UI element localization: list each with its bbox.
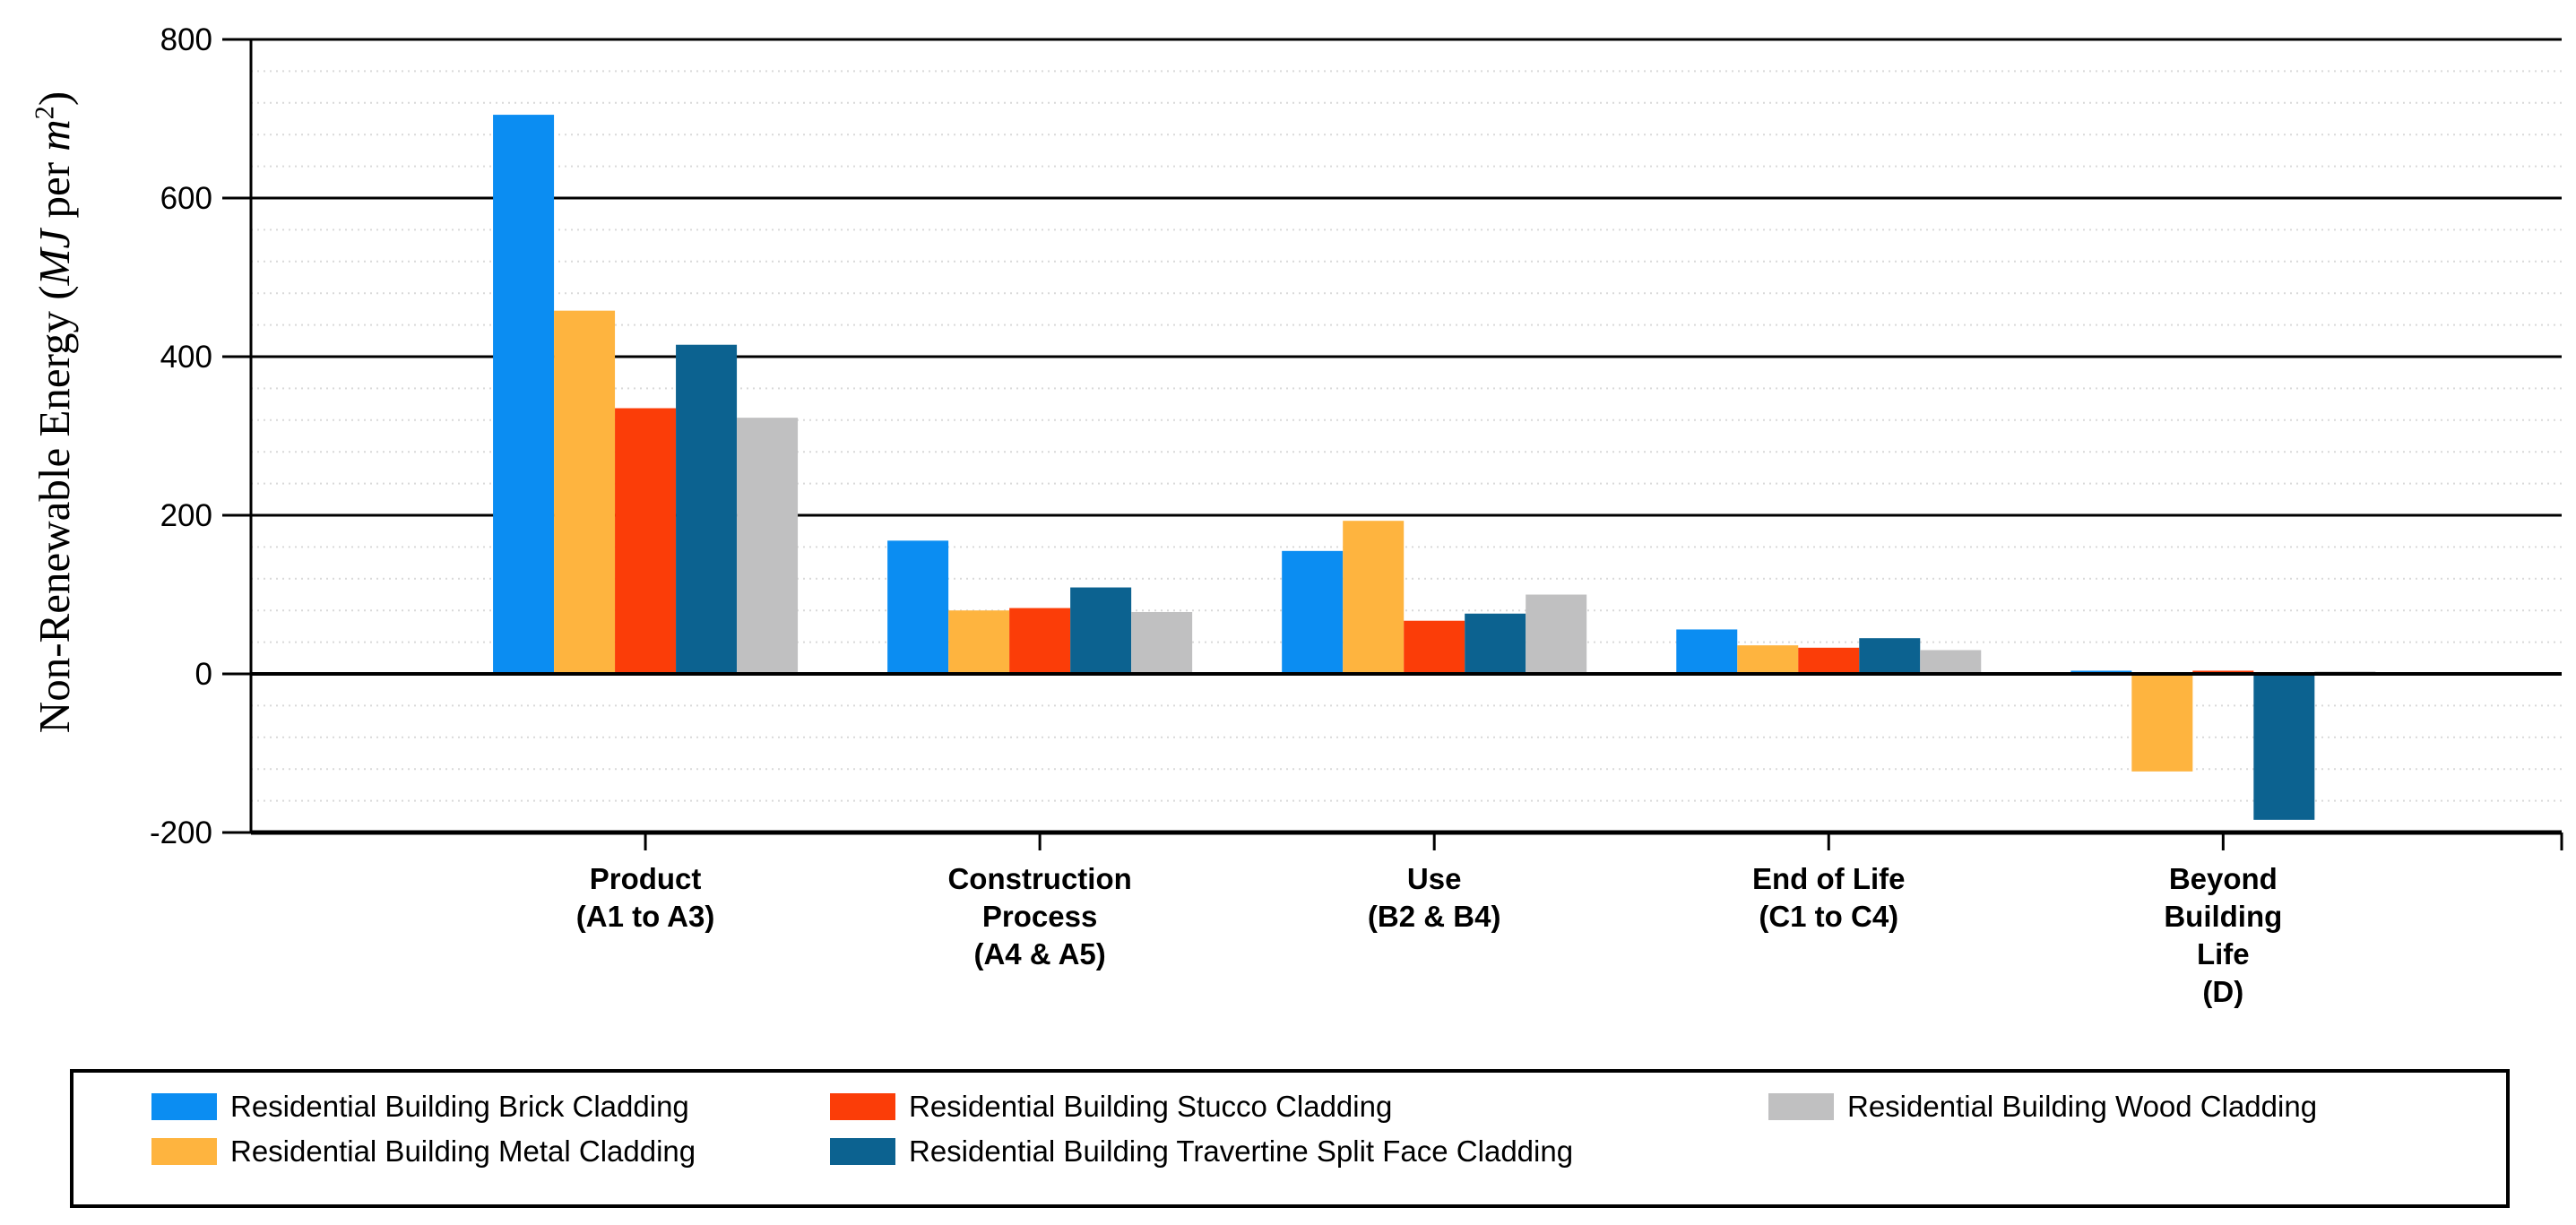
bar: [887, 540, 949, 674]
y-axis-title: Non-Renewable Energy (MJ per m2): [29, 0, 86, 860]
bar: [676, 344, 738, 674]
category-label: Use (B2 & B4): [1368, 862, 1501, 933]
bar: [1404, 620, 1465, 674]
legend-label-metal: Residential Building Metal Cladding: [230, 1134, 696, 1168]
legend-label-stucco: Residential Building Stucco Cladding: [909, 1090, 1393, 1123]
bar: [493, 115, 555, 674]
y-tick-label: 200: [160, 498, 212, 533]
bar: [1070, 587, 1132, 674]
bar: [1920, 650, 1982, 674]
y-tick-label: 400: [160, 340, 212, 375]
legend-label-travertine: Residential Building Travertine Split Fa…: [909, 1134, 1574, 1168]
legend-item-stucco: Residential Building Stucco Cladding: [830, 1091, 1392, 1122]
legend-item-travertine: Residential Building Travertine Split Fa…: [830, 1136, 1573, 1167]
bar: [737, 418, 799, 674]
bar: [948, 610, 1010, 674]
category-label: Product (A1 to A3): [576, 862, 715, 933]
bar: [1737, 645, 1799, 674]
y-tick-label: 600: [160, 181, 212, 216]
y-axis-title-m: m: [30, 119, 79, 151]
y-axis-title-close: ): [30, 91, 79, 107]
bar: [1343, 521, 1405, 674]
y-axis-title-sup: 2: [29, 106, 60, 120]
legend-item-wood: Residential Building Wood Cladding: [1768, 1091, 2317, 1122]
bar: [615, 408, 677, 674]
bar: [1131, 611, 1193, 674]
bar: [1282, 550, 1344, 674]
y-axis-title-text: Non-Renewable Energy (: [30, 285, 79, 734]
bar: [2253, 674, 2315, 820]
y-tick-label: 800: [160, 22, 212, 57]
bar: [1009, 608, 1071, 674]
category-label: Beyond Building Life (D): [2164, 862, 2282, 1008]
legend-label-brick: Residential Building Brick Cladding: [230, 1090, 689, 1123]
y-tick-label: 0: [195, 657, 212, 692]
legend-swatch-stucco: [830, 1093, 895, 1120]
bar: [554, 310, 616, 674]
legend-item-metal: Residential Building Metal Cladding: [151, 1136, 696, 1167]
bar: [1859, 638, 1921, 674]
bar: [1465, 613, 1526, 674]
legend-box: Residential Building Brick Cladding Resi…: [70, 1069, 2510, 1208]
legend-swatch-brick: [151, 1093, 217, 1120]
legend-item-brick: Residential Building Brick Cladding: [151, 1091, 689, 1122]
bar: [1798, 647, 1860, 674]
y-tick-label: -200: [150, 815, 212, 850]
y-axis-title-mj: MJ: [30, 229, 79, 286]
bar: [1676, 629, 1738, 674]
bar: [1526, 594, 1587, 674]
category-label: Construction Process (A4 & A5): [947, 862, 1131, 971]
legend-swatch-wood: [1768, 1093, 1834, 1120]
category-label: End of Life (C1 to C4): [1752, 862, 1905, 933]
y-axis-title-per: per: [30, 151, 79, 229]
legend-swatch-metal: [151, 1138, 217, 1165]
legend-label-wood: Residential Building Wood Cladding: [1847, 1090, 2318, 1123]
legend-swatch-travertine: [830, 1138, 895, 1165]
bar: [2131, 674, 2193, 772]
